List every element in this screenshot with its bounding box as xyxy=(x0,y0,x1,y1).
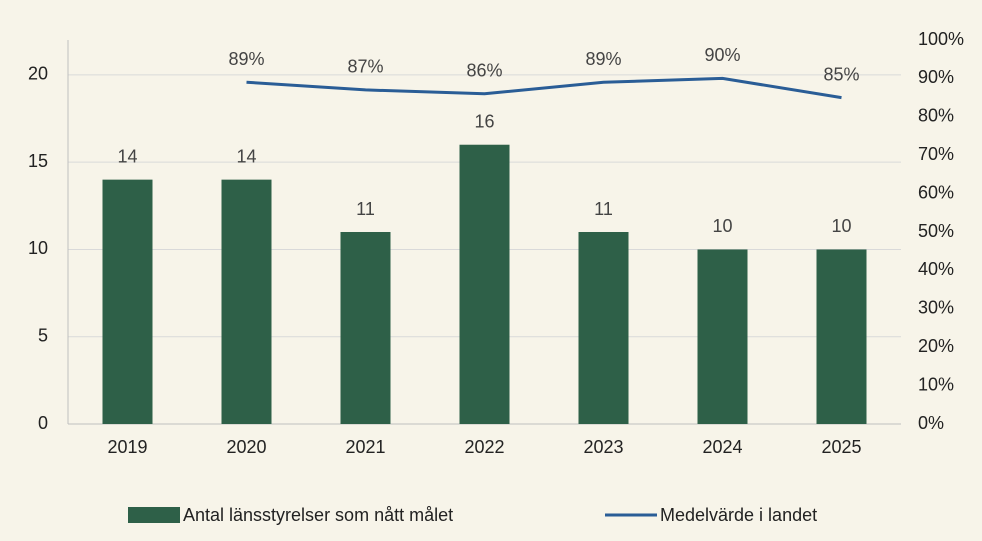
bar xyxy=(816,249,867,424)
line-value-label: 85% xyxy=(823,64,859,84)
x-tick-label: 2024 xyxy=(702,437,742,457)
y2-tick-label: 50% xyxy=(918,221,954,241)
legend-label: Medelvärde i landet xyxy=(660,505,817,525)
bar-value-label: 14 xyxy=(236,146,256,166)
bar xyxy=(459,144,510,424)
line-value-label: 89% xyxy=(228,49,264,69)
bar xyxy=(221,179,272,424)
bar xyxy=(578,232,629,424)
line-value-label: 90% xyxy=(704,45,740,65)
y2-tick-label: 10% xyxy=(918,374,954,394)
y-tick-label: 20 xyxy=(28,64,48,84)
bar xyxy=(102,179,153,424)
bar xyxy=(697,249,748,424)
bar xyxy=(340,232,391,424)
y2-tick-label: 40% xyxy=(918,259,954,279)
bar-value-label: 16 xyxy=(474,111,494,131)
x-tick-label: 2025 xyxy=(821,437,861,457)
legend-swatch xyxy=(128,507,180,523)
y2-tick-label: 70% xyxy=(918,144,954,164)
line-value-label: 89% xyxy=(585,49,621,69)
line-value-label: 87% xyxy=(347,57,383,77)
x-tick-label: 2023 xyxy=(583,437,623,457)
bar-value-label: 14 xyxy=(117,146,137,166)
x-tick-label: 2021 xyxy=(345,437,385,457)
bar-value-label: 10 xyxy=(712,216,732,236)
bar-value-label: 11 xyxy=(594,199,613,219)
bar-value-label: 10 xyxy=(831,216,851,236)
y-tick-label: 15 xyxy=(28,151,48,171)
y-tick-label: 0 xyxy=(38,413,48,433)
y2-tick-label: 100% xyxy=(918,29,964,49)
y-tick-label: 5 xyxy=(38,325,48,345)
bar-value-label: 11 xyxy=(356,199,375,219)
line xyxy=(246,76,842,100)
x-tick-label: 2022 xyxy=(464,437,504,457)
y2-tick-label: 20% xyxy=(918,336,954,356)
line-value-label: 86% xyxy=(466,61,502,81)
y2-tick-label: 0% xyxy=(918,413,944,433)
x-tick-label: 2019 xyxy=(107,437,147,457)
legend-label: Antal länsstyrelser som nått målet xyxy=(183,505,453,525)
y2-tick-label: 80% xyxy=(918,106,954,126)
y2-tick-label: 30% xyxy=(918,298,954,318)
y2-tick-label: 90% xyxy=(918,67,954,87)
y-tick-label: 10 xyxy=(28,238,48,258)
y2-tick-label: 60% xyxy=(918,182,954,202)
x-tick-label: 2020 xyxy=(226,437,266,457)
